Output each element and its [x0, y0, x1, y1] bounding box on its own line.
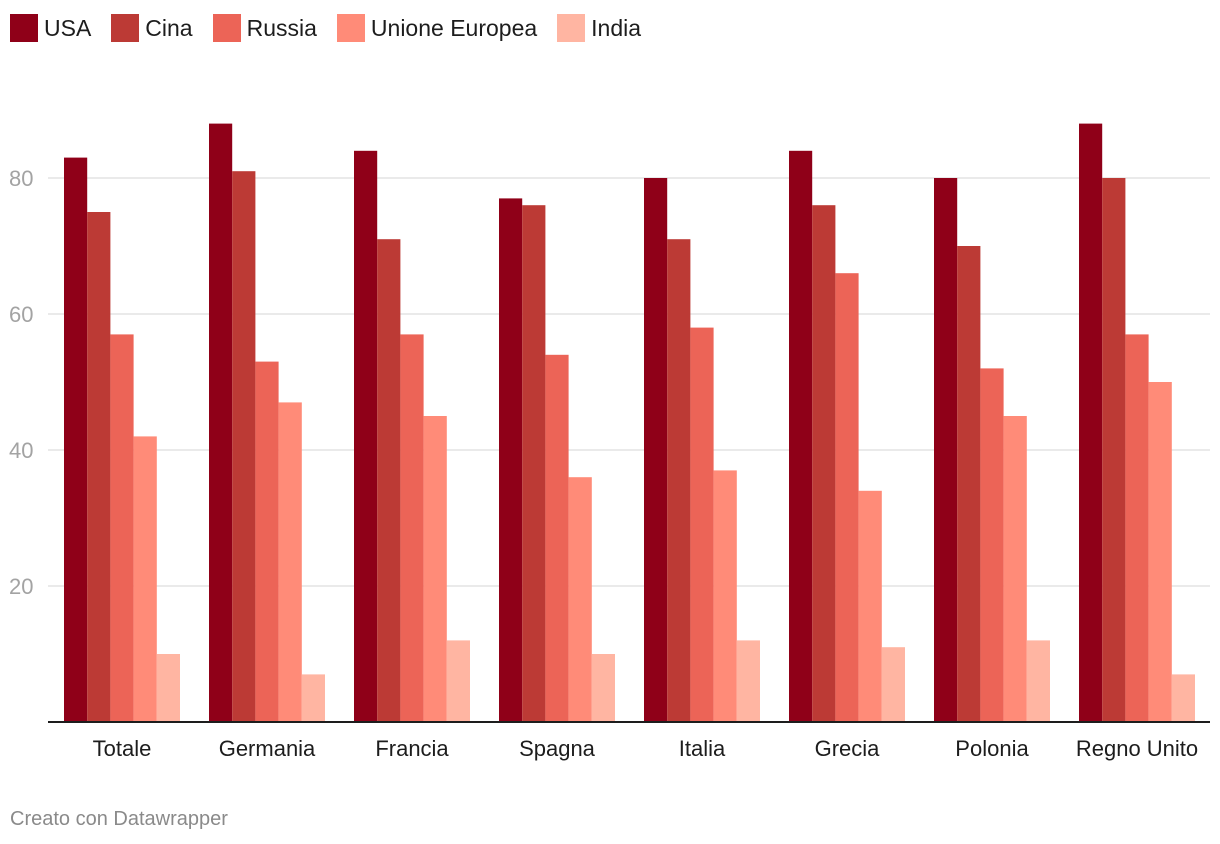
bar: [835, 273, 859, 722]
bar: [980, 368, 1004, 722]
legend-label: Russia: [246, 14, 317, 41]
bar: [423, 416, 447, 722]
bar: [209, 123, 233, 723]
x-category-label: Totale: [93, 736, 152, 761]
bar: [377, 239, 401, 722]
x-category-label: Italia: [679, 736, 726, 761]
y-tick-label: 20: [9, 574, 33, 599]
bar: [1125, 334, 1149, 722]
legend-label: Unione Europea: [370, 14, 538, 41]
bar: [232, 171, 256, 722]
legend-label: India: [591, 14, 642, 41]
legend-swatch: [111, 14, 140, 42]
legend-item: USA: [10, 14, 91, 42]
bar: [644, 178, 668, 722]
x-category-label: Spagna: [519, 736, 596, 761]
bar: [110, 334, 134, 722]
legend-label: Cina: [145, 14, 193, 41]
bar: [1026, 640, 1050, 722]
bar: [301, 674, 325, 722]
bar: [1003, 416, 1027, 722]
legend-item: Cina: [111, 14, 193, 42]
x-category-label: Regno Unito: [1076, 736, 1198, 761]
bar: [354, 150, 378, 723]
legend-swatch: [10, 14, 38, 42]
bar: [156, 654, 180, 722]
bar: [1171, 674, 1195, 722]
bar: [545, 354, 569, 722]
bar: [87, 212, 111, 722]
credit-note: Creato con Datawrapper: [10, 808, 228, 830]
bar: [133, 436, 157, 722]
bar: [446, 640, 470, 722]
bar: [1148, 382, 1172, 722]
bar: [400, 334, 424, 722]
bar: [499, 198, 523, 722]
bar: [1102, 178, 1126, 722]
bar: [713, 470, 737, 722]
bar: [858, 490, 882, 722]
y-tick-label: 40: [9, 438, 33, 463]
bar: [591, 654, 615, 722]
legend-item: Russia: [212, 14, 317, 42]
x-category-label: Francia: [375, 736, 449, 761]
y-tick-label: 60: [9, 302, 33, 327]
bar: [789, 150, 813, 723]
x-category-label: Germania: [219, 736, 316, 761]
bar: [690, 327, 714, 722]
bar: [667, 239, 691, 722]
bar: [522, 205, 546, 722]
bar: [881, 647, 905, 722]
bar: [957, 246, 981, 722]
legend-swatch: [212, 14, 241, 42]
bar: [278, 402, 302, 722]
bar: [736, 640, 760, 722]
legend-swatch: [557, 14, 586, 42]
bar: [255, 361, 279, 722]
legend-item: Unione Europea: [336, 14, 538, 42]
x-category-label: Polonia: [955, 736, 1029, 761]
legend: USA Cina Russia Unione Europea India: [10, 12, 661, 44]
legend-item: India: [557, 14, 641, 42]
y-tick-label: 80: [9, 166, 33, 191]
bar: [568, 477, 592, 722]
legend-swatch: [336, 14, 365, 42]
bar: [1079, 123, 1103, 723]
bar: [64, 157, 88, 723]
bar: [934, 178, 958, 722]
legend-label: USA: [44, 14, 92, 41]
x-category-label: Grecia: [815, 736, 881, 761]
bar: [812, 205, 836, 722]
